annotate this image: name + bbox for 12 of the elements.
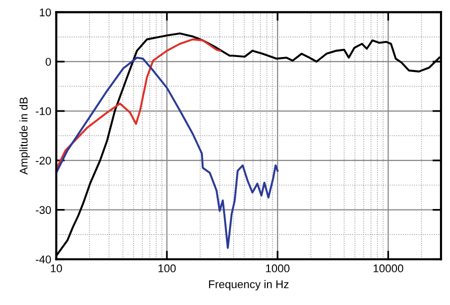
x-tick-label: 10000 [374,264,404,272]
y-tick-label: -30 [36,206,51,214]
y-tick-label: -40 [36,256,51,264]
y-tick-label: 0 [46,58,51,66]
x-axis-title: Frequency in Hz [209,280,289,290]
y-axis-title: Amplitude in dB [19,97,30,175]
x-tick-label: 100 [158,264,176,272]
y-tick-label: -10 [36,107,51,116]
y-tick-label: -20 [36,156,51,165]
x-tick-label: 1000 [266,264,290,272]
x-tick-label: 10 [50,264,62,272]
y-tick-label: 10 [40,8,51,16]
